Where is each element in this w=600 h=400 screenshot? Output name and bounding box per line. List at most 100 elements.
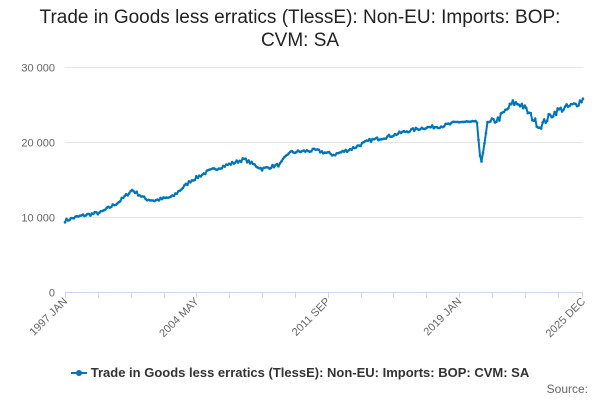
data-point — [480, 160, 483, 163]
y-tick-label: 30 000 — [21, 63, 55, 75]
x-axis — [65, 292, 583, 298]
data-point — [278, 161, 282, 165]
chart-title: Trade in Goods less erratics (TlessE): N… — [39, 7, 561, 51]
data-point — [196, 176, 200, 180]
data-point — [126, 194, 129, 197]
data-point — [109, 205, 113, 209]
data-point — [542, 118, 546, 121]
legend-marker-icon — [70, 368, 87, 378]
data-point — [448, 122, 452, 126]
data-point — [342, 150, 346, 153]
data-point — [204, 172, 207, 176]
data-point — [369, 140, 373, 143]
data-point — [481, 151, 485, 155]
y-axis-labels: 0 10 000 20 000 30 000 — [21, 63, 55, 300]
data-point — [581, 97, 585, 100]
data-point — [554, 113, 558, 117]
data-point — [199, 175, 203, 178]
data-point — [320, 149, 324, 153]
data-point — [560, 110, 564, 113]
data-point — [474, 119, 477, 123]
data-point — [121, 196, 125, 200]
data-point — [281, 157, 285, 161]
data-point — [544, 121, 547, 125]
data-point — [559, 106, 562, 110]
data-point — [193, 178, 197, 182]
data-point — [548, 113, 552, 117]
data-point — [568, 104, 571, 108]
data-point — [310, 149, 313, 153]
data-point — [275, 162, 279, 166]
x-tick-label: 2004 MAY — [157, 295, 202, 340]
data-point — [513, 103, 516, 107]
data-point — [253, 163, 256, 166]
y-tick-label: 10 000 — [21, 213, 55, 225]
data-point — [541, 121, 544, 124]
data-point — [104, 208, 107, 211]
data-point — [295, 150, 298, 154]
data-point — [181, 186, 185, 190]
data-point — [413, 129, 416, 133]
data-point — [520, 102, 524, 106]
data-point — [89, 214, 92, 217]
data-point — [574, 102, 577, 106]
data-point — [411, 127, 415, 130]
legend-label: Trade in Goods less erratics (TlessE): N… — [90, 365, 530, 380]
data-point — [442, 125, 446, 128]
data-point — [545, 119, 549, 123]
data-point — [375, 136, 379, 139]
data-point — [529, 111, 533, 115]
data-point — [577, 104, 580, 107]
data-point — [368, 137, 371, 141]
data-point — [521, 106, 525, 110]
x-tick-label: 1997 JAN — [27, 296, 70, 339]
data-point — [344, 148, 347, 152]
data-point — [498, 119, 501, 122]
y-tick-label: 20 000 — [21, 138, 55, 150]
data-point — [229, 163, 232, 166]
data-point — [236, 161, 240, 164]
data-point — [132, 189, 135, 193]
data-point — [233, 161, 237, 164]
series-group — [63, 97, 585, 224]
data-point — [495, 120, 498, 124]
data-point — [580, 100, 583, 104]
data-point — [429, 125, 433, 129]
data-point — [186, 183, 189, 187]
data-point — [127, 192, 131, 195]
data-point — [392, 134, 395, 138]
data-point — [477, 138, 480, 142]
data-point — [272, 165, 276, 169]
data-point — [519, 105, 522, 108]
data-point — [220, 167, 224, 170]
data-point — [118, 200, 122, 203]
data-point — [68, 218, 71, 222]
data-point — [123, 194, 127, 198]
data-point — [354, 146, 358, 149]
x-tick-label: 2019 JAN — [422, 296, 465, 339]
data-point — [478, 154, 482, 157]
legend[interactable]: Trade in Goods less erratics (TlessE): N… — [0, 365, 600, 380]
data-point — [396, 132, 400, 136]
y-tick-label: 0 — [49, 288, 55, 300]
data-point — [277, 165, 280, 168]
data-point — [189, 181, 192, 184]
grid-lines — [65, 67, 583, 218]
data-point — [517, 103, 521, 107]
data-point — [553, 110, 556, 114]
data-point — [317, 148, 321, 151]
data-point — [483, 142, 486, 145]
data-point — [333, 154, 337, 157]
data-point — [408, 130, 412, 133]
data-point — [135, 190, 138, 194]
data-point — [551, 115, 555, 118]
data-point — [350, 148, 353, 151]
data-point — [63, 221, 67, 224]
data-point — [510, 102, 513, 106]
data-point — [269, 166, 273, 170]
data-point — [384, 137, 388, 140]
x-axis-labels: 1997 JAN 2004 MAY 2011 SEP 2019 JAN 2025 DEC — [27, 295, 588, 340]
data-point — [532, 119, 536, 123]
data-point — [223, 165, 227, 168]
